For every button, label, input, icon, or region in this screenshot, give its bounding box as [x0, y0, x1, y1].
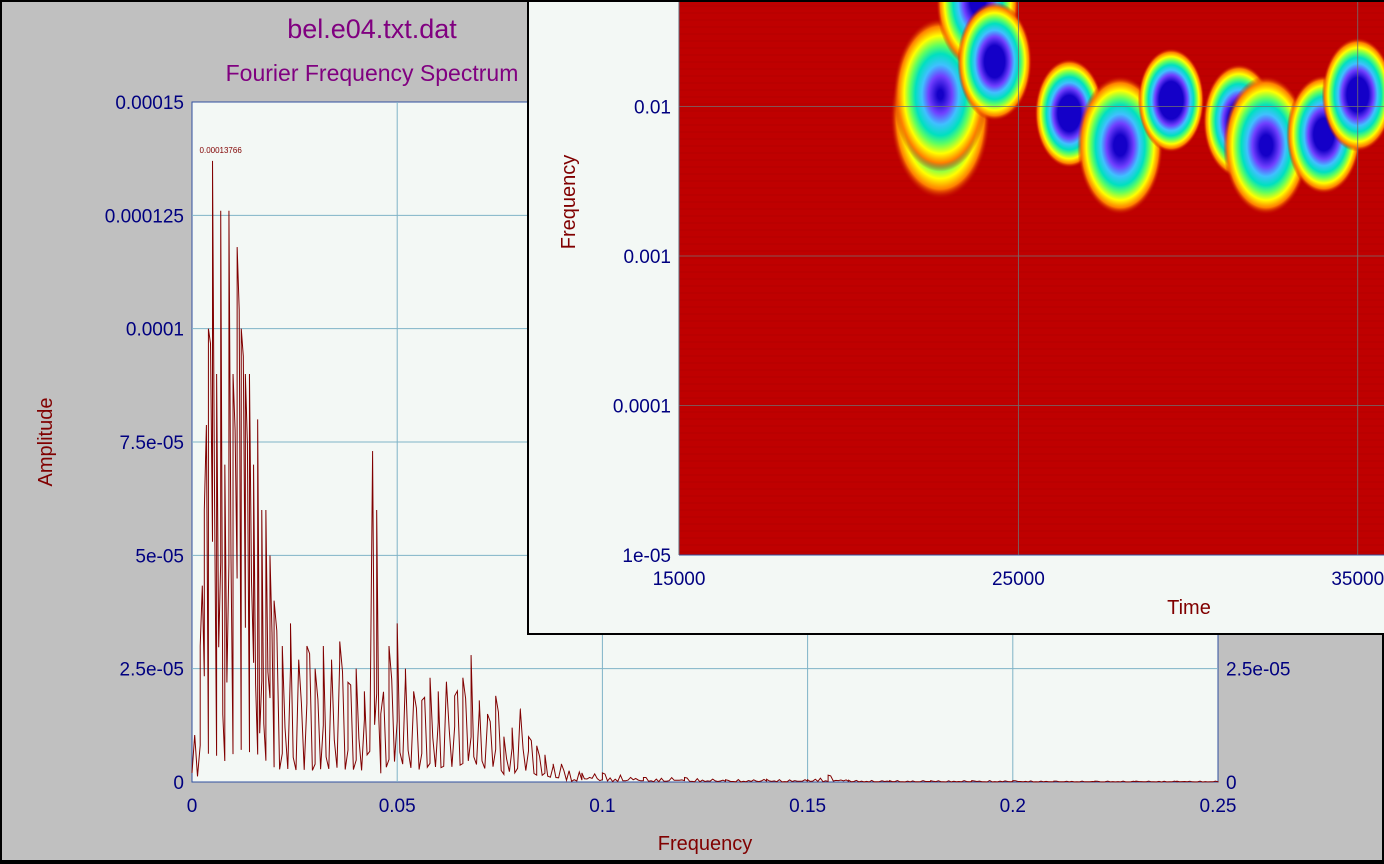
right-y-tick-label: 0 [1226, 773, 1237, 794]
spectrum-line [191, 160, 1219, 783]
y-tick-label: 0.00015 [115, 93, 184, 114]
y-tick-label: 0 [173, 773, 184, 794]
y-tick-label: 0.001 [623, 247, 671, 268]
heatmap-blob [1223, 75, 1310, 215]
y-tick-label: 0.0001 [613, 397, 671, 418]
x-tick-label: 0.2 [1000, 796, 1026, 817]
y-axis-label: Frequency [558, 155, 580, 250]
heatmap-blob [1137, 48, 1205, 153]
chart-title: bel.e04.txt.dat [287, 14, 457, 44]
y-tick-label: 1e-05 [622, 546, 671, 567]
heatmap-blob [1321, 37, 1384, 152]
y-tick-label: 0.01 [634, 98, 671, 119]
x-tick-label: 15000 [653, 569, 706, 590]
x-tick-label: 35000 [1331, 569, 1384, 590]
x-tick-label: 0.05 [379, 796, 416, 817]
x-axis-label: Frequency [658, 833, 753, 855]
y-tick-label: 0.000125 [105, 206, 184, 227]
heatmap-chart: 1e-05 0.0001 0.001 0.01 15000 25000 35000 Time F… [558, 2, 1384, 619]
y-tick-label: 5e-05 [135, 546, 184, 567]
peak-annotation: 0.00013766 [200, 146, 243, 155]
x-tick-label: 0 [187, 796, 198, 817]
heatmap-blob [957, 2, 1033, 121]
y-tick-label: 2.5e-05 [120, 660, 184, 681]
chart-subtitle: Fourier Frequency Spectrum [225, 60, 519, 86]
y-tick-label: 0.0001 [126, 320, 184, 341]
x-tick-label: 25000 [992, 569, 1045, 590]
x-tick-label: 0.1 [589, 796, 615, 817]
y-axis-label: Amplitude [35, 398, 57, 487]
x-tick-label: 0.25 [1200, 796, 1237, 817]
y-tick-label: 7.5e-05 [120, 433, 184, 454]
x-tick-label: 0.15 [789, 796, 826, 817]
x-axis-label: Time [1167, 597, 1211, 619]
inset-heatmap-window: 1e-05 0.0001 0.001 0.01 15000 25000 35000 Time F… [527, 2, 1384, 635]
right-y-tick-label: 2.5e-05 [1226, 660, 1290, 681]
